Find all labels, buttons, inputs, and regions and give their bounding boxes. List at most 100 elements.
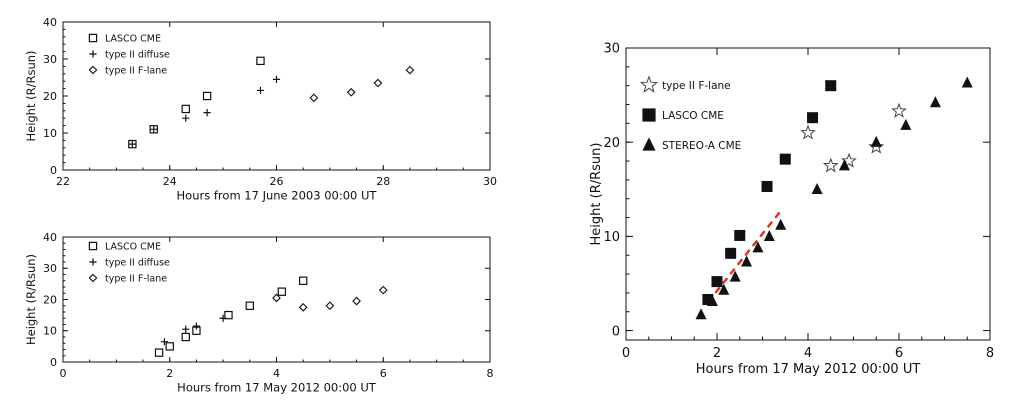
x-tick-label: 0	[622, 346, 630, 361]
x-tick-label: 26	[270, 175, 284, 188]
series-type-ii-diffuse	[160, 314, 227, 346]
legend-label: type II F-lane	[662, 80, 731, 92]
y-tick-label: 0	[50, 164, 57, 177]
data-point	[695, 308, 707, 320]
data-point	[800, 124, 816, 140]
legend-label: STEREO-A CME	[662, 140, 741, 152]
data-point	[272, 75, 281, 83]
x-axis-label: Hours from 17 May 2012 00:00 UT	[696, 362, 921, 377]
data-point	[309, 93, 319, 103]
legend-marker	[89, 50, 97, 58]
legend-marker	[642, 108, 656, 122]
data-point	[352, 296, 361, 306]
y-tick-label: 0	[612, 324, 620, 339]
data-point	[272, 293, 281, 303]
y-tick-label: 20	[43, 293, 57, 306]
y-tick-label: 40	[43, 231, 57, 244]
legend-marker	[88, 241, 98, 251]
series-type-ii-diffuse	[128, 75, 281, 148]
data-point	[761, 180, 773, 192]
data-point	[346, 87, 356, 97]
data-point	[325, 301, 335, 311]
x-axis-label: Hours from 17 June 2003 00:00 UT	[177, 189, 378, 203]
data-point	[807, 112, 819, 124]
x-tick-label: 2	[713, 346, 721, 361]
data-point	[706, 295, 718, 307]
data-point	[752, 241, 764, 253]
legend-marker	[88, 273, 98, 283]
data-point	[929, 96, 941, 108]
data-point	[900, 118, 912, 130]
y-tick-label: 10	[603, 230, 620, 245]
x-tick-label: 28	[376, 175, 390, 188]
data-point	[160, 338, 169, 346]
data-point	[378, 285, 388, 295]
chart-panel-2: 0 2 4 6 8 0 10 20 30 40 Hours from 17 May 2012 00:…	[24, 231, 494, 395]
data-point	[702, 293, 714, 305]
y-tick-label: 30	[43, 262, 57, 275]
data-point	[718, 283, 730, 295]
data-point	[961, 76, 973, 88]
legend-marker	[88, 65, 98, 75]
x-tick-label: 6	[380, 367, 387, 380]
data-point	[219, 314, 227, 322]
data-point	[154, 348, 164, 357]
data-point	[891, 102, 907, 118]
data-point	[192, 322, 201, 330]
series-type-ii-f-lane	[309, 65, 415, 103]
x-tick-label: 4	[804, 346, 812, 361]
x-tick-label: 30	[483, 175, 497, 188]
data-point	[838, 159, 850, 171]
x-tick-label: 8	[986, 346, 994, 361]
data-point	[729, 270, 741, 282]
data-point	[181, 332, 190, 342]
x-tick-label: 24	[163, 175, 177, 188]
data-point	[405, 65, 415, 75]
data-point	[298, 302, 308, 312]
data-point	[741, 255, 753, 267]
y-axis-label: Height (R/Rsun)	[24, 254, 38, 345]
y-tick-label: 40	[43, 16, 57, 29]
series-type-ii-f-lane	[272, 285, 388, 312]
data-point	[825, 80, 837, 92]
data-point	[165, 342, 174, 351]
x-tick-label: 6	[895, 346, 903, 361]
data-point	[224, 310, 233, 320]
x-tick-label: 4	[273, 367, 280, 380]
y-axis-label: Height (R/Rsun)	[589, 143, 604, 246]
data-point	[256, 56, 265, 66]
y-tick-label: 10	[43, 325, 57, 338]
x-tick-label: 8	[487, 367, 494, 380]
data-point	[182, 114, 190, 122]
dashed-fit-line	[706, 210, 782, 304]
data-point	[298, 276, 308, 285]
chart-panel-3: 0 2 4 6 8 0 10 20 30 Hours from 17 May 2012 00:00…	[589, 42, 994, 377]
y-tick-label: 30	[603, 42, 620, 57]
legend-marker	[642, 137, 656, 151]
y-axis-label: Height (R/Rsun)	[24, 50, 38, 141]
data-point	[811, 182, 823, 194]
legend-label: type II diffuse	[105, 258, 170, 269]
y-tick-label: 30	[43, 53, 57, 66]
data-point	[775, 218, 787, 230]
series-stereo-a-cme	[695, 76, 973, 320]
plot-frame	[62, 236, 491, 363]
data-point	[245, 301, 255, 310]
legend-marker	[89, 258, 97, 266]
legend-label: LASCO CME	[105, 242, 161, 253]
data-point	[203, 109, 211, 117]
data-point	[202, 91, 212, 101]
data-point	[725, 247, 737, 259]
y-tick-label: 0	[50, 356, 57, 369]
x-axis-label: Hours from 17 May 2012 00:00 UT	[177, 381, 377, 395]
x-tick-label: 0	[60, 367, 67, 380]
series-lasco-cme	[702, 80, 837, 305]
chart-panel-1: 22 24 26 28 30 0 10 20 30 40 Hours from 17 June 20…	[24, 16, 497, 203]
data-point	[373, 78, 383, 88]
data-point	[150, 125, 158, 133]
legend-marker	[639, 75, 659, 93]
data-point	[256, 86, 265, 95]
legend-label: LASCO CME	[662, 110, 724, 122]
data-point	[711, 276, 723, 288]
